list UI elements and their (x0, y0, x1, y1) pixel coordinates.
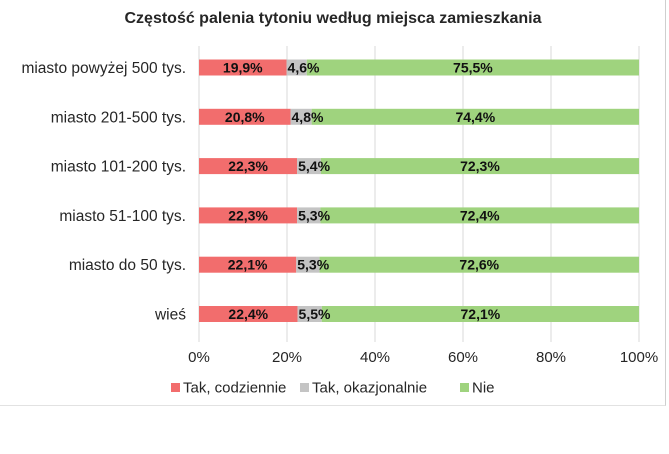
category-label: miasto 51-100 tys. (59, 208, 186, 225)
category-label: miasto powyżej 500 tys. (21, 60, 186, 77)
category-label: wieś (154, 307, 186, 324)
x-tick-label: 60% (448, 349, 478, 366)
data-label: 72,1% (461, 306, 501, 322)
category-label: miasto do 50 tys. (69, 257, 186, 274)
data-label: 72,6% (459, 257, 499, 273)
data-label: 75,5% (453, 60, 493, 76)
bar-segment (320, 207, 639, 224)
data-label: 72,4% (460, 207, 500, 223)
data-labels: 19,9% 4,6% 75,5% 20,8% 4,8% 74,4% 22,3% 5,4% 72,… (223, 60, 501, 323)
x-tick-label: 100% (620, 349, 658, 366)
bars (199, 59, 639, 322)
bar-segment (199, 108, 291, 125)
gridlines (198, 46, 640, 342)
chart-frame: Częstość palenia tytoniu według miejsca … (0, 0, 666, 406)
data-label: 22,1% (228, 257, 268, 273)
data-label: 4,8% (292, 109, 324, 125)
x-axis-ticks: 0% 20% 40% 60% 80% 100% (188, 349, 658, 366)
bar-segment (321, 306, 639, 322)
data-label: 72,3% (460, 158, 500, 174)
x-tick-label: 0% (188, 349, 210, 366)
bar-segment (297, 158, 321, 175)
bar-segment (199, 306, 298, 322)
bar-segment (290, 108, 312, 125)
x-tick-label: 80% (536, 349, 566, 366)
bar-segment (199, 158, 298, 175)
bar-segment (286, 59, 307, 76)
bar-segment (199, 59, 287, 76)
data-label: 5,4% (298, 158, 330, 174)
category-label: miasto 201-500 tys. (51, 109, 186, 126)
x-tick-label: 20% (272, 349, 302, 366)
data-label: 74,4% (455, 109, 495, 125)
legend-label: Tak, okazjonalnie (312, 380, 427, 397)
data-label: 22,4% (228, 306, 268, 322)
data-label: 19,9% (223, 60, 263, 76)
bar-segment (199, 207, 298, 224)
category-label: miasto 101-200 tys. (51, 159, 186, 176)
bar-segment (319, 256, 639, 273)
bar-segment (320, 158, 639, 175)
stacked-bar-chart: Częstość palenia tytoniu według miejsca … (21, 10, 658, 397)
legend-label: Tak, codziennie (183, 380, 286, 397)
legend-label: Nie (472, 380, 495, 397)
x-tick-label: 40% (360, 349, 390, 366)
data-label: 5,3% (298, 207, 330, 223)
legend: Tak, codziennie Tak, okazjonalnie Nie (171, 380, 495, 397)
data-label: 22,3% (228, 207, 268, 223)
bar-segment (297, 306, 322, 322)
bar-segment (296, 256, 320, 273)
legend-swatch (171, 383, 180, 392)
legend-swatch (300, 383, 309, 392)
bar-segment (311, 108, 639, 125)
chart-title: Częstość palenia tytoniu według miejsca … (124, 10, 541, 27)
data-label: 5,5% (299, 306, 331, 322)
legend-swatch (460, 383, 469, 392)
bar-segment (306, 59, 639, 76)
data-label: 4,6% (288, 60, 320, 76)
bar-segment (199, 256, 297, 273)
category-labels: miasto powyżej 500 tys. miasto 201-500 ty… (21, 60, 186, 324)
bar-segment (297, 207, 321, 224)
data-label: 5,3% (297, 257, 329, 273)
data-label: 20,8% (225, 109, 265, 125)
data-label: 22,3% (228, 158, 268, 174)
